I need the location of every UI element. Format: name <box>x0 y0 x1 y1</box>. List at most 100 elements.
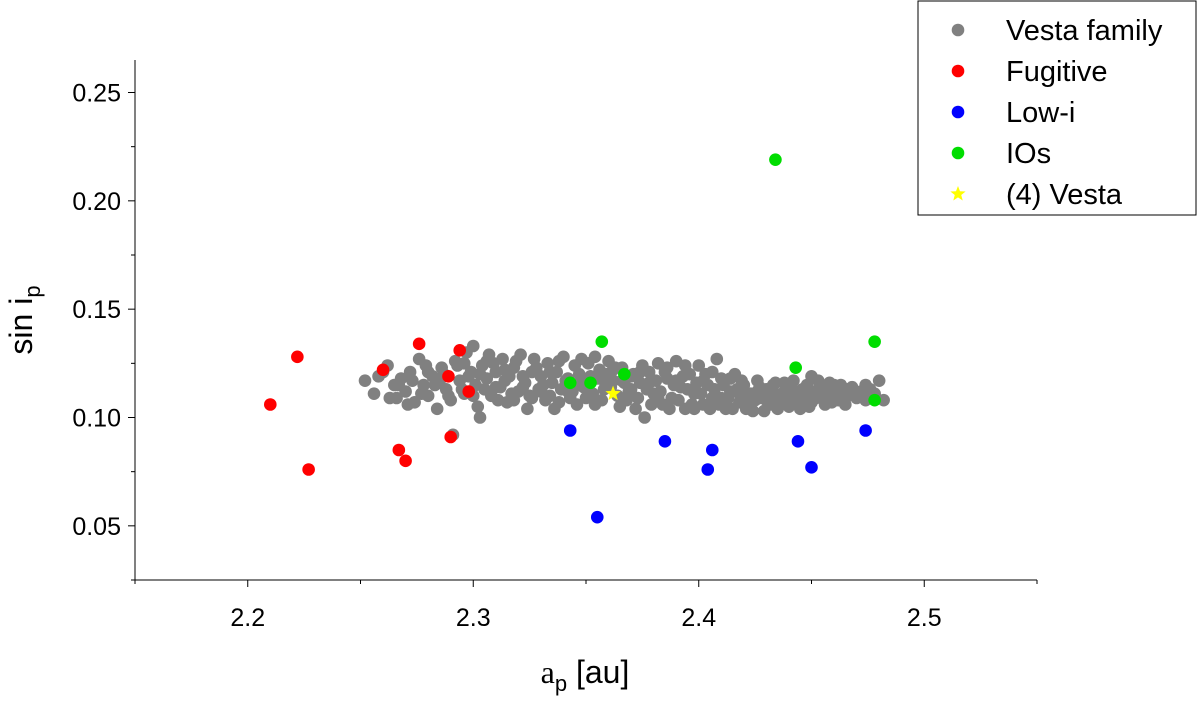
fugitive-point <box>462 385 476 398</box>
ios-point <box>595 335 609 348</box>
vesta-family-point <box>651 391 665 405</box>
vesta-family-point <box>624 383 638 396</box>
vesta-family-point <box>710 352 724 366</box>
fugitive-point <box>399 454 412 468</box>
series-fugitive <box>264 337 476 476</box>
vesta-family-point <box>406 374 419 387</box>
ios-point <box>769 153 782 166</box>
vesta-family-point <box>757 404 771 418</box>
low-i-point <box>705 443 719 457</box>
vesta-family-point <box>498 363 512 377</box>
vesta-family-point <box>850 389 863 403</box>
vesta-family-point <box>473 411 487 424</box>
vesta-family-point <box>811 374 825 387</box>
vesta-family-point <box>419 359 433 372</box>
vesta-family-point <box>489 380 503 394</box>
vesta-family-point <box>586 387 600 400</box>
vesta-family-point <box>796 383 809 396</box>
vesta-family-point <box>694 387 708 400</box>
vesta-family-point <box>696 374 710 387</box>
vesta-family-point <box>530 361 543 374</box>
ios-point <box>618 367 631 381</box>
series-ios <box>563 153 881 407</box>
vesta-family-point <box>613 400 627 413</box>
vesta-family-point <box>877 393 890 407</box>
x-tick-label: 2.2 <box>230 604 265 632</box>
vesta-family-point <box>401 398 415 411</box>
vesta-family-point <box>642 376 656 390</box>
y-tick-label: 0.25 <box>72 80 121 108</box>
vesta-family-point <box>498 374 512 387</box>
vesta-family-point <box>521 402 534 416</box>
x-axis-title-sub: p <box>555 671 567 696</box>
data-points <box>264 153 890 524</box>
legend-label-vesta-family: Vesta family <box>1006 15 1163 47</box>
vesta-family-point <box>751 385 764 398</box>
vesta-family-point <box>672 393 685 407</box>
vesta-family-point <box>358 374 372 387</box>
fugitive-point <box>392 443 406 457</box>
vesta-family-point <box>778 376 791 390</box>
y-tick-label: 0.10 <box>72 405 121 433</box>
vesta-family-point <box>814 389 827 403</box>
vesta-family-point <box>543 389 557 403</box>
legend-label-ios: IOs <box>1006 138 1051 170</box>
y-tick-label: 0.20 <box>72 188 121 216</box>
series-low-i <box>563 424 872 524</box>
legend-marker-low-i <box>951 105 965 119</box>
vesta-family-point <box>588 350 602 364</box>
fugitive-point <box>444 430 458 444</box>
vesta-family-point <box>430 402 444 416</box>
vesta-family-point <box>633 365 647 379</box>
x-axis-title-base: a <box>541 654 555 690</box>
vesta-family-point <box>839 398 852 411</box>
series-vesta-family <box>358 339 890 442</box>
4-vesta-point <box>605 385 621 401</box>
vesta-family-point <box>480 354 494 368</box>
vesta-family-point <box>462 370 476 383</box>
y-tick-label: 0.05 <box>72 513 121 541</box>
vesta-family-point <box>769 387 782 400</box>
vesta-family-point <box>825 396 839 409</box>
vesta-family-point <box>735 374 748 387</box>
vesta-family-point <box>478 383 491 396</box>
low-i-point <box>563 424 577 437</box>
low-i-point <box>791 435 805 448</box>
legend-label-low-i: Low-i <box>1006 97 1075 129</box>
vesta-family-point <box>660 361 674 374</box>
y-axis-title-base: sin i <box>3 298 39 355</box>
x-tick-label: 2.5 <box>907 604 942 632</box>
legend-label-fugitive: Fugitive <box>1006 56 1108 88</box>
axes <box>134 60 1037 581</box>
vesta-family-point <box>805 396 818 409</box>
vesta-family-point <box>692 359 706 372</box>
vesta-family-point <box>491 393 505 407</box>
vesta-family-point <box>606 363 620 377</box>
vesta-family-point <box>383 391 397 405</box>
vesta-family-point <box>516 370 530 383</box>
low-i-point <box>658 435 672 448</box>
fugitive-point <box>302 463 315 476</box>
y-ticks: 0.05 0.10 0.15 0.20 0.25 <box>72 80 135 581</box>
vesta-family-point <box>428 378 442 392</box>
vesta-family-point <box>552 396 566 409</box>
x-tick-label: 2.4 <box>681 604 716 632</box>
vesta-family-point <box>678 359 692 372</box>
vesta-family-point <box>415 387 428 400</box>
fugitive-point <box>376 363 390 377</box>
ios-point <box>584 376 597 390</box>
x-axis-title-rest: [au] <box>567 654 629 690</box>
low-i-point <box>859 424 872 437</box>
legend-marker-fugitive <box>951 64 965 78</box>
vesta-family-point <box>841 383 854 396</box>
vesta-family-point <box>507 393 521 407</box>
legend-marker-ios <box>951 146 965 160</box>
y-axis-title-sub: p <box>20 285 45 297</box>
legend: Vesta family Fugitive Low-i IOs (4) Vesta <box>917 0 1197 216</box>
vesta-family-point <box>631 391 645 405</box>
legend-marker-4-vesta <box>950 186 966 201</box>
vesta-family-point <box>859 378 872 392</box>
legend-box <box>917 0 1197 216</box>
vesta-family-point <box>442 389 455 403</box>
